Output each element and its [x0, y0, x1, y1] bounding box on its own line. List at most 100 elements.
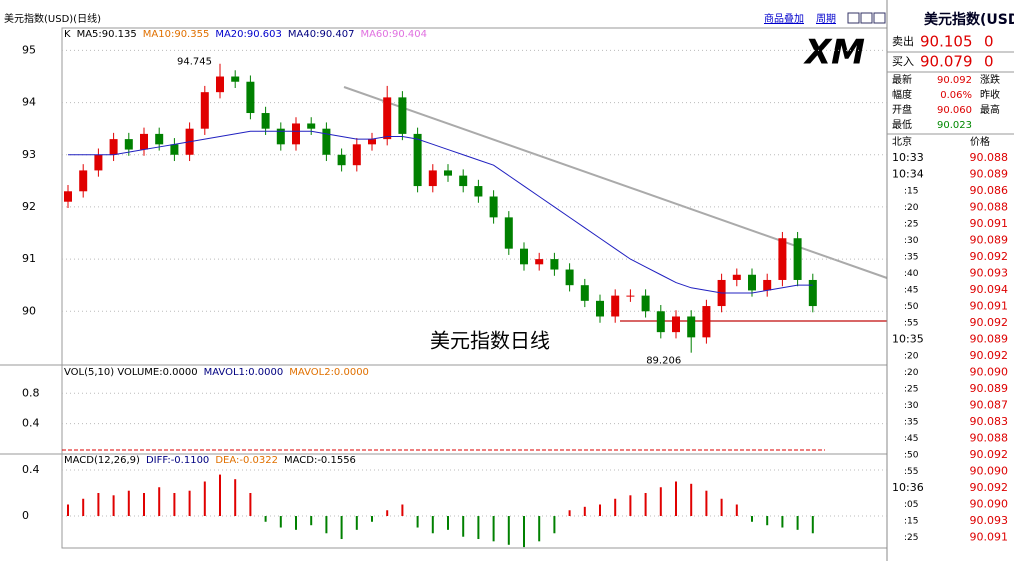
- menu-item[interactable]: 周期: [816, 13, 836, 25]
- candle-body: [520, 248, 528, 265]
- candle-body: [459, 175, 468, 187]
- candle-body: [276, 128, 285, 145]
- candle-body: [626, 295, 635, 297]
- tick-price: 90.091: [970, 217, 1009, 230]
- stat-label: 昨收: [980, 88, 1000, 101]
- tick-time: :35: [904, 253, 918, 263]
- tick-price: 90.091: [970, 531, 1009, 544]
- y-tick-label: 0.4: [22, 463, 40, 476]
- tick-time: 10:34: [892, 168, 924, 181]
- stat-label: 幅度: [892, 88, 912, 101]
- view-buttons[interactable]: [847, 12, 886, 24]
- quote-label: 卖出: [892, 34, 914, 48]
- tick-price: 90.090: [970, 498, 1009, 511]
- tick-price: 90.088: [970, 201, 1009, 214]
- candle-body: [398, 97, 407, 134]
- candle-body: [94, 154, 103, 171]
- tick-time: :50: [904, 302, 919, 312]
- candle-body: [702, 306, 711, 338]
- stat-label: 最高: [980, 103, 1000, 116]
- tick-price: 90.089: [970, 168, 1009, 181]
- candle-body: [292, 123, 300, 145]
- candle-body: [79, 170, 88, 192]
- candle-body: [808, 279, 817, 307]
- y-tick-label: 95: [22, 43, 36, 56]
- legend-label: MA60:90.404: [360, 29, 427, 40]
- button[interactable]: [860, 12, 873, 24]
- tick-time: :45: [904, 286, 918, 296]
- stat-label: 最低: [892, 118, 912, 131]
- candle-body: [261, 113, 270, 129]
- logo-text: XM: [803, 33, 865, 73]
- annotation: 美元指数日线: [430, 329, 550, 353]
- candle-body: [307, 123, 316, 129]
- candle-body: [550, 259, 559, 270]
- candle-body: [535, 259, 544, 265]
- stat-value: 90.092: [937, 75, 972, 86]
- tick-time: :55: [904, 467, 918, 477]
- y-tick-label: 92: [22, 200, 36, 213]
- candle-body: [170, 144, 179, 155]
- menu-item[interactable]: 商品叠加: [764, 12, 804, 25]
- tick-time: :20: [904, 203, 919, 213]
- candle-body: [200, 92, 209, 129]
- tick-time: :50: [904, 451, 919, 461]
- candle-body: [428, 170, 437, 187]
- stat-label: 涨跌: [980, 73, 1000, 86]
- candle-body: [504, 217, 513, 249]
- tick-price: 90.089: [970, 333, 1009, 346]
- y-tick-label: 93: [22, 148, 36, 161]
- candle-body: [231, 76, 240, 82]
- candle-body: [611, 295, 620, 317]
- candle-body: [672, 316, 680, 333]
- candle-body: [565, 269, 574, 286]
- y-tick-label: 91: [22, 252, 36, 265]
- quote-price: 90.105: [920, 33, 973, 51]
- candle-body: [64, 191, 72, 202]
- tick-time: :30: [904, 236, 919, 246]
- candle-body: [368, 139, 376, 145]
- tick-price: 90.092: [970, 349, 1009, 362]
- candle-body: [748, 274, 756, 291]
- tick-time: 10:33: [892, 151, 924, 164]
- tick-price: 90.089: [970, 382, 1009, 395]
- y-tick-label: 90: [22, 304, 36, 317]
- candle-body: [322, 128, 331, 155]
- candle-body: [641, 295, 650, 312]
- candle-body: [109, 139, 118, 155]
- column-header: 价格: [970, 135, 990, 148]
- tick-time: :40: [904, 269, 919, 279]
- y-tick-label: 0: [22, 509, 29, 522]
- legend-label: MA40:90.407: [288, 29, 355, 40]
- candle-body: [489, 196, 498, 218]
- tick-time: 10:35: [892, 333, 924, 346]
- tick-price: 90.094: [970, 283, 1009, 296]
- tick-time: :15: [904, 187, 918, 197]
- candle-body: [474, 186, 483, 197]
- candle-body: [763, 279, 772, 291]
- annotation: 89.206: [646, 356, 681, 367]
- button[interactable]: [847, 12, 860, 24]
- candle-body: [216, 76, 224, 93]
- quote-price: 90.079: [920, 53, 973, 71]
- tick-time: :15: [904, 517, 918, 527]
- tick-price: 90.093: [970, 267, 1009, 280]
- candle-body: [732, 274, 741, 280]
- legend-label: MACD:-0.1556: [284, 455, 356, 466]
- legend-label: K: [64, 29, 71, 40]
- stat-value: 90.060: [937, 105, 972, 116]
- stat-label: 开盘: [892, 103, 912, 116]
- ma-line: [68, 130, 813, 294]
- tick-time: :55: [904, 319, 918, 329]
- legend-label: MAVOL1:0.0000: [204, 367, 284, 378]
- tick-price: 90.093: [970, 514, 1009, 527]
- quote-label: 买入: [892, 55, 914, 68]
- tick-price: 90.088: [970, 151, 1009, 164]
- candle-body: [337, 154, 346, 166]
- stat-label: 最新: [892, 73, 912, 86]
- button[interactable]: [873, 12, 886, 24]
- legend-label: MA5:90.135: [77, 29, 137, 40]
- tick-time: :35: [904, 418, 918, 428]
